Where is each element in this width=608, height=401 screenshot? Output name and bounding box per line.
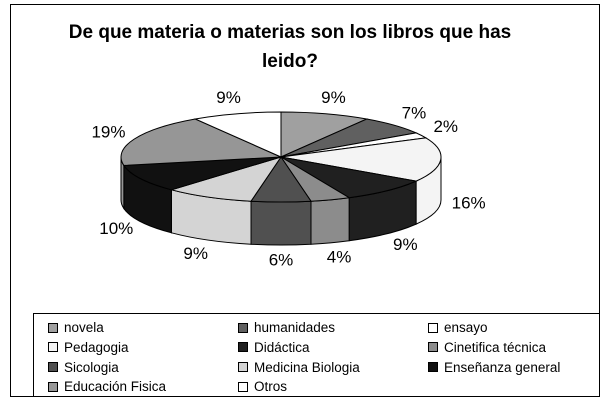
legend-label: humanidades bbox=[254, 320, 336, 335]
legend-label: Otros bbox=[254, 379, 288, 395]
legend-label: ensayo bbox=[444, 320, 488, 335]
legend-item: Educación Fisica bbox=[48, 378, 238, 395]
slice bbox=[120, 118, 282, 166]
slice bbox=[169, 156, 283, 202]
legend-label: Pedagogia bbox=[64, 339, 129, 355]
data-label: 19% bbox=[91, 122, 125, 141]
legend-label: Sicologia bbox=[64, 359, 119, 375]
legend-swatch bbox=[48, 322, 58, 333]
legend-item: Didáctica bbox=[238, 339, 428, 356]
legend-swatch bbox=[238, 381, 248, 392]
legend-label: Enseñanza general bbox=[444, 359, 561, 375]
legend-item: humanidades bbox=[238, 319, 428, 336]
legend-swatch bbox=[48, 342, 58, 353]
legend-item: Enseñanza general bbox=[428, 359, 598, 376]
data-label: 9% bbox=[393, 235, 418, 254]
legend-swatch bbox=[48, 381, 58, 392]
slice bbox=[280, 156, 418, 199]
legend-swatch bbox=[238, 362, 248, 372]
legend-item: ensayo bbox=[428, 319, 598, 336]
legend-label: Medicina Biologia bbox=[254, 359, 360, 375]
legend-label: Didáctica bbox=[254, 339, 310, 355]
slice bbox=[280, 137, 442, 182]
legend-swatch bbox=[48, 362, 58, 372]
slice-side bbox=[310, 197, 350, 245]
slice bbox=[280, 111, 369, 158]
data-label: 4% bbox=[327, 247, 352, 266]
data-label: 9% bbox=[321, 88, 346, 107]
legend-swatch bbox=[238, 342, 248, 353]
slice-side bbox=[250, 200, 312, 246]
legend-swatch bbox=[428, 362, 438, 372]
pie-tops bbox=[120, 111, 442, 203]
legend: novela humanidades ensayo Pedagogia Didáctic… bbox=[33, 313, 600, 397]
legend-label: Educación Fisica bbox=[64, 379, 167, 395]
slice bbox=[122, 156, 282, 191]
legend-label: novela bbox=[64, 320, 104, 335]
data-label: 16% bbox=[452, 193, 486, 212]
legend-item: Sicologia bbox=[48, 359, 238, 376]
data-label: 9% bbox=[216, 88, 241, 107]
slice bbox=[193, 111, 282, 158]
data-label: 6% bbox=[269, 250, 294, 269]
data-label: 2% bbox=[433, 117, 458, 136]
legend-label: Cinetifica técnica bbox=[444, 339, 547, 355]
legend-swatch bbox=[428, 342, 438, 353]
pie-sides bbox=[120, 156, 442, 246]
chart-title: De que materia o materias son los libros… bbox=[68, 22, 512, 72]
legend-item: Otros bbox=[238, 378, 428, 395]
data-label: 9% bbox=[183, 244, 208, 263]
legend-item: Medicina Biologia bbox=[238, 359, 428, 376]
legend-item: Cinetifica técnica bbox=[428, 339, 598, 356]
data-label: 7% bbox=[402, 103, 427, 122]
legend-item: novela bbox=[48, 319, 238, 336]
legend-swatch bbox=[428, 322, 438, 333]
legend-swatch bbox=[238, 322, 248, 333]
data-label: 10% bbox=[99, 219, 133, 238]
legend-item: Pedagogia bbox=[48, 339, 238, 356]
